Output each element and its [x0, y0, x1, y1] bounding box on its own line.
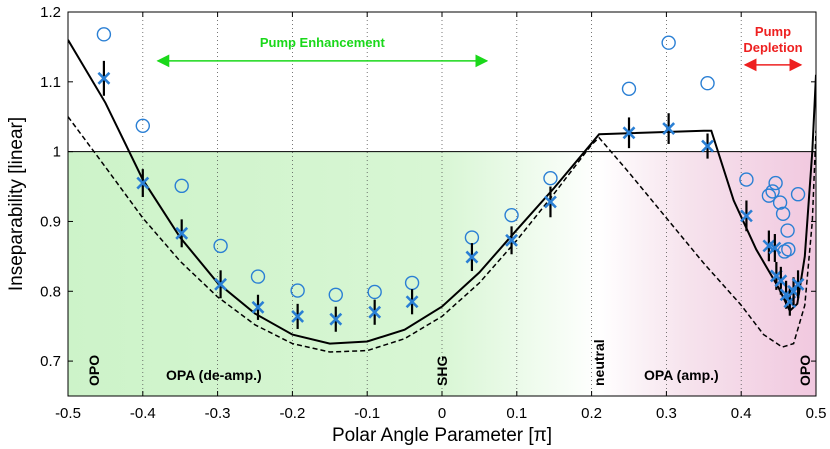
measured-point	[662, 113, 676, 144]
measured-point	[622, 117, 636, 149]
model-circle-point	[775, 206, 791, 221]
region-labels: OPO OPA (de-amp.) SHG neutral OPA (amp.) OPO	[86, 339, 813, 386]
cross-stroke	[762, 239, 776, 253]
model-circle-point	[661, 35, 676, 50]
x-tick-label: 0.5	[806, 405, 827, 422]
model-circle-point	[621, 81, 637, 97]
x-tick-label: -0.5	[55, 405, 81, 422]
measured-point	[405, 289, 419, 315]
region-label-neutral: neutral	[591, 339, 607, 386]
green-region	[68, 151, 600, 396]
model-circle-point	[504, 207, 519, 223]
pink-region	[599, 151, 816, 396]
x-tick-label: 0.2	[581, 405, 602, 422]
x-tick-label: -0.4	[130, 405, 156, 422]
y-tick-labels: 0.7 0.8 0.9 1 1.1 1.2	[40, 4, 61, 370]
x-tick-label: -0.2	[279, 405, 305, 422]
x-tick-label: 0	[438, 405, 446, 422]
model-circle-point	[780, 223, 795, 238]
measured-point	[97, 60, 111, 96]
region-label-opa_deamp: OPA (de-amp.)	[166, 367, 262, 383]
measured-point	[505, 226, 518, 255]
grid-lines	[142, 12, 742, 396]
cross-stroke	[465, 250, 479, 264]
cross-stroke	[405, 295, 419, 309]
x-tick-label: -0.3	[205, 405, 231, 422]
model-circle-point	[781, 242, 796, 257]
measured-point	[291, 303, 305, 329]
model-circle-point	[768, 175, 783, 191]
model-circle-point	[174, 178, 189, 194]
model-circle-point	[739, 172, 754, 187]
cross-stroke	[175, 226, 189, 240]
cross-stroke	[214, 277, 228, 291]
model-circle-point	[543, 170, 558, 186]
y-tick-label: 1.2	[40, 4, 61, 21]
pump-depletion-label-line2: Depletion	[743, 40, 802, 55]
x-tick-label: 0.4	[731, 405, 752, 422]
measured-point	[701, 133, 714, 159]
cross-stroke	[97, 71, 111, 85]
cross-stroke	[368, 305, 382, 319]
model-circle-point	[772, 195, 788, 210]
cross-stroke	[662, 122, 676, 136]
pump-depletion-label-line1: Pump	[755, 24, 791, 39]
measured-point	[251, 294, 265, 320]
model-circles	[96, 27, 806, 302]
model-circle-point	[250, 269, 266, 284]
x-tick-label: -0.1	[354, 405, 380, 422]
y-tick-label: 0.9	[40, 213, 61, 230]
cross-stroke	[701, 139, 714, 153]
measured-point	[214, 270, 228, 299]
measured-point	[368, 299, 382, 325]
axis-ticks	[67, 11, 817, 396]
x-tick-label: 0.1	[506, 405, 527, 422]
y-tick-label: 1	[53, 144, 61, 161]
measured-point	[465, 243, 479, 272]
measured-point	[175, 219, 189, 248]
measured-points	[97, 60, 805, 332]
cross-stroke	[291, 309, 305, 323]
model-circle-point	[790, 187, 806, 202]
cross-stroke	[251, 300, 265, 314]
cross-stroke	[622, 126, 636, 140]
cross-stroke	[768, 241, 782, 255]
cross-stroke	[774, 274, 788, 288]
region-label-opo_right: OPO	[797, 355, 813, 386]
y-tick-label: 1.1	[40, 74, 61, 91]
model-circle-point	[700, 76, 715, 91]
y-axis-title: Inseparability [linear]	[6, 117, 27, 291]
model-circle-point	[328, 287, 343, 302]
y-tick-label: 0.7	[40, 353, 61, 370]
x-tick-labels: -0.5 -0.4 -0.3 -0.2 -0.1 0 0.1 0.2 0.3 0.4 0.5	[55, 405, 826, 422]
measured-point	[740, 200, 753, 232]
cross-stroke	[505, 233, 518, 247]
measured-point	[791, 270, 805, 299]
model-circle-point	[765, 184, 780, 199]
measured-point	[136, 169, 150, 198]
model-circle-point	[96, 27, 112, 42]
model-circle-point	[761, 188, 777, 203]
cross-stroke	[791, 277, 805, 291]
measured-point	[544, 186, 557, 218]
region-label-shg: SHG	[434, 356, 450, 386]
region-label-opa_amp: OPA (amp.)	[644, 367, 719, 383]
pump-enhancement-label: Pump Enhancement	[260, 35, 386, 50]
model-circle-point	[213, 238, 228, 254]
x-tick-label: 0.3	[656, 405, 677, 422]
cross-stroke	[136, 176, 150, 190]
measured-point	[768, 234, 782, 262]
cross-stroke	[544, 195, 557, 209]
model-circle-point	[290, 283, 305, 298]
model-circle-point	[367, 284, 382, 300]
theory-dashed-curve	[68, 116, 816, 353]
region-label-opo_left: OPO	[86, 355, 102, 386]
x-axis-title: Polar Angle Parameter [π]	[332, 425, 552, 446]
cross-stroke	[740, 209, 753, 223]
model-circle-point	[135, 118, 151, 134]
measured-point	[329, 306, 343, 332]
cross-stroke	[329, 312, 343, 326]
y-tick-label: 0.8	[40, 283, 61, 300]
